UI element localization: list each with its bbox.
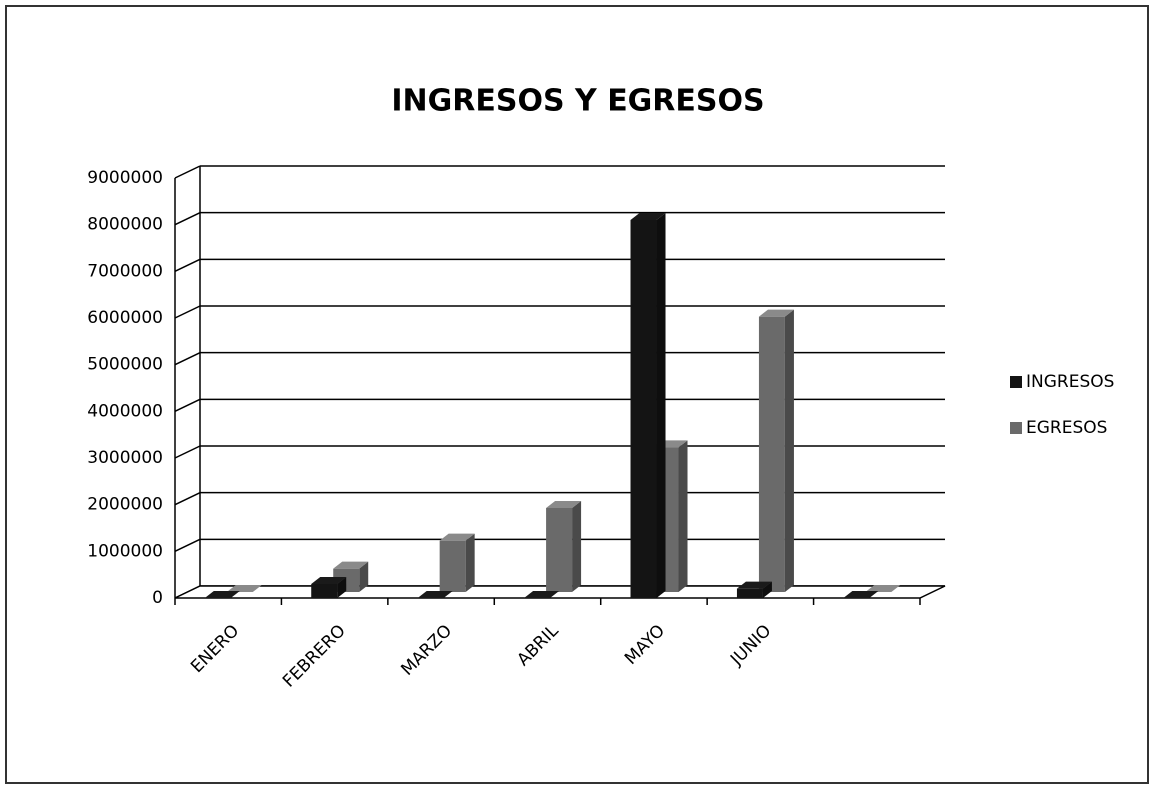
bar: [865, 585, 901, 592]
bar-top: [439, 533, 475, 541]
bar-top: [204, 591, 240, 598]
bar-top: [865, 585, 901, 592]
bar-side: [465, 533, 475, 592]
bar-top: [311, 577, 347, 584]
y-tick-label: 1000000: [87, 541, 163, 561]
y-tick-label: 0: [152, 588, 163, 608]
bar: [311, 577, 347, 598]
y-tick-label: 5000000: [87, 355, 163, 375]
grid-line: [174, 538, 201, 553]
grid-line: [174, 445, 201, 459]
bar-side: [762, 581, 772, 598]
bar: [843, 591, 879, 598]
grid-line: [174, 351, 201, 366]
bar-front: [439, 540, 466, 592]
bar-top: [333, 561, 369, 569]
grid-line: [174, 165, 201, 179]
bar-front: [736, 588, 763, 598]
y-tick-label: 4000000: [87, 401, 163, 421]
bar-top: [630, 213, 666, 220]
bar-side: [656, 213, 666, 598]
y-tick-label: 2000000: [87, 495, 163, 515]
bar: [736, 581, 772, 598]
bar-front: [311, 584, 338, 598]
bar: [439, 533, 475, 592]
grid-line: [174, 491, 201, 506]
bar-side: [572, 501, 582, 592]
bar-front: [546, 508, 573, 592]
legend-swatch: [1010, 376, 1022, 388]
bar-front: [630, 220, 657, 598]
grid-line: [174, 211, 201, 226]
bar-top: [736, 581, 772, 589]
grid-line: [174, 258, 201, 273]
chart-border: [5, 5, 1149, 784]
y-tick-label: 7000000: [87, 261, 163, 281]
legend-label: INGRESOS: [1026, 372, 1114, 392]
bar: [524, 591, 560, 598]
y-tick-label: 9000000: [87, 168, 163, 188]
grid-line: [174, 305, 201, 319]
bar-top: [226, 585, 262, 592]
bar: [417, 591, 453, 598]
bar-front: [758, 316, 785, 592]
y-tick-label: 3000000: [87, 448, 163, 468]
bar-side: [678, 440, 688, 592]
legend-swatch: [1010, 422, 1022, 434]
bar: [226, 585, 262, 592]
grid-line: [174, 398, 201, 413]
bar: [546, 501, 582, 592]
bar-side: [784, 309, 794, 592]
y-tick-label: 8000000: [87, 215, 163, 235]
bar-top: [417, 591, 453, 598]
bar-top: [524, 591, 560, 598]
bar-top: [546, 501, 582, 508]
bar-top: [758, 309, 794, 317]
bar: [630, 213, 666, 598]
legend-label: EGRESOS: [1026, 418, 1107, 438]
chart-title: INGRESOS Y EGRESOS: [391, 84, 764, 119]
y-tick-label: 6000000: [87, 308, 163, 328]
bar: [758, 309, 794, 592]
bar-top: [843, 591, 879, 598]
bar: [204, 591, 240, 598]
bar-side: [359, 561, 369, 592]
